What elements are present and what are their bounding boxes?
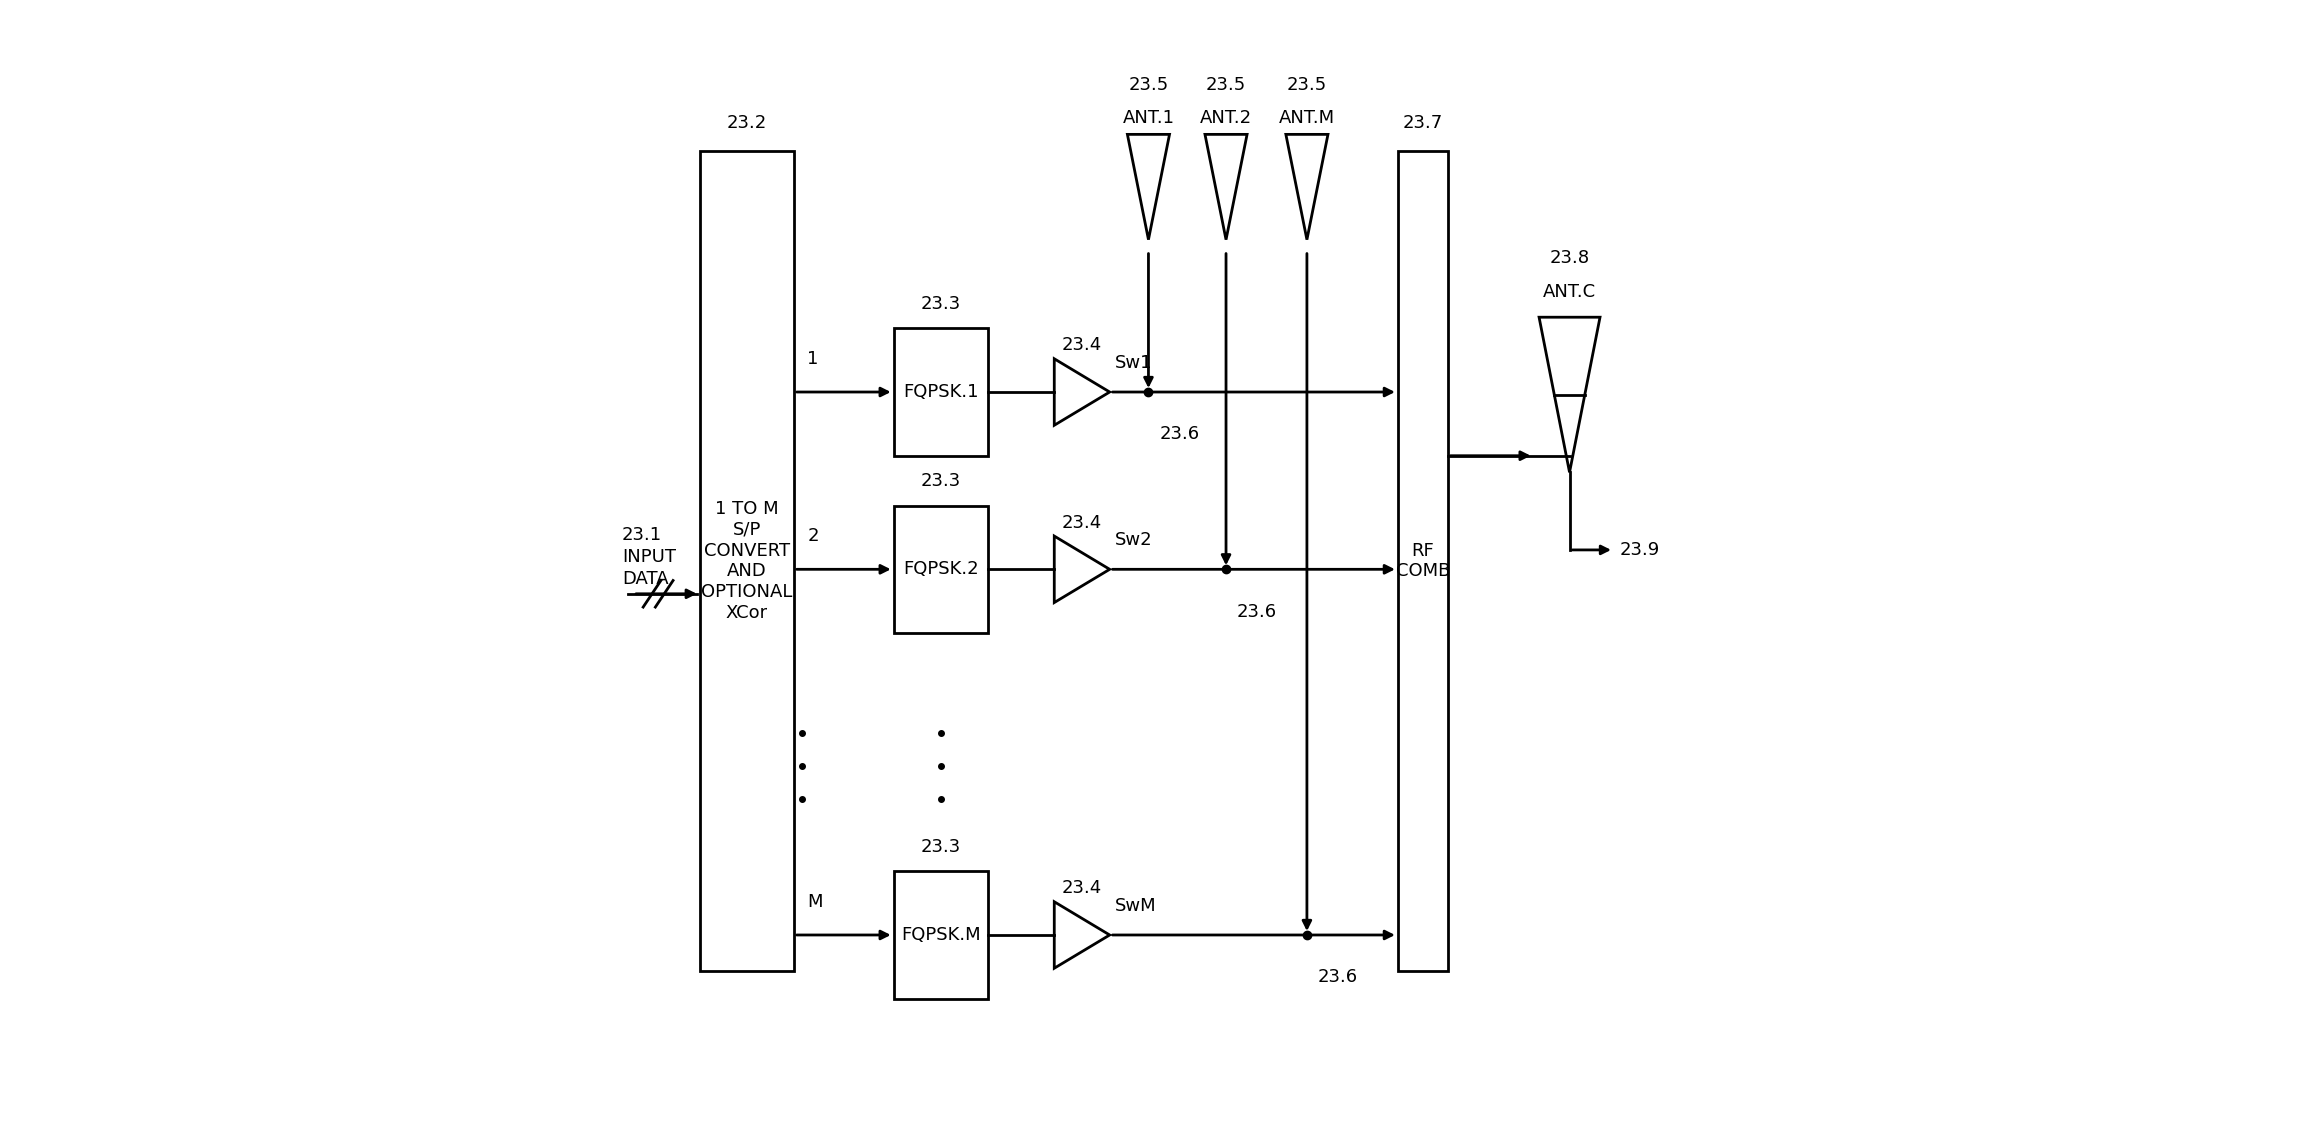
Text: RF
COMB: RF COMB [1396,542,1449,580]
Text: 23.7: 23.7 [1403,114,1442,132]
Text: 23.3: 23.3 [921,838,960,856]
Bar [699,151,794,971]
Text: M: M [808,893,822,911]
Text: 23.6: 23.6 [1237,603,1276,620]
Polygon shape [1205,135,1246,240]
Bar [1399,151,1447,971]
Text: FQPSK.M: FQPSK.M [900,926,981,944]
Text: ANT.M: ANT.M [1279,109,1334,127]
Text: 23.3: 23.3 [921,295,960,313]
Text: 23.4: 23.4 [1062,514,1103,532]
Text: 23.5: 23.5 [1205,75,1246,93]
Text: 23.2: 23.2 [727,114,766,132]
Text: ANT.C: ANT.C [1544,283,1597,301]
Text: 23.5: 23.5 [1129,75,1168,93]
Text: ANT.2: ANT.2 [1200,109,1251,127]
Text: ANT.1: ANT.1 [1122,109,1175,127]
Text: FQPSK.2: FQPSK.2 [902,560,979,578]
Text: 23.8: 23.8 [1549,249,1590,267]
Text: SwM: SwM [1115,898,1156,916]
Polygon shape [1539,318,1599,472]
Text: 23.4: 23.4 [1062,880,1103,898]
Text: 23.9: 23.9 [1620,541,1659,559]
Text: FQPSK.1: FQPSK.1 [902,383,979,401]
Text: 1 TO M
S/P
CONVERT
AND
OPTIONAL
XCor: 1 TO M S/P CONVERT AND OPTIONAL XCor [702,500,792,622]
Polygon shape [1055,902,1110,968]
Bar [893,872,988,999]
Text: 23.5: 23.5 [1288,75,1327,93]
Text: Sw1: Sw1 [1115,355,1152,373]
Polygon shape [1055,359,1110,425]
Text: Sw2: Sw2 [1115,532,1152,550]
Text: 1: 1 [808,350,819,368]
Bar [893,506,988,633]
Polygon shape [1126,135,1170,240]
Text: 23.1
INPUT
DATA: 23.1 INPUT DATA [623,526,676,588]
Text: 23.3: 23.3 [921,472,960,490]
Text: 23.6: 23.6 [1318,968,1357,986]
Text: 2: 2 [808,527,819,545]
Polygon shape [1286,135,1327,240]
Bar [893,329,988,456]
Polygon shape [1055,536,1110,603]
Text: 23.6: 23.6 [1159,425,1200,443]
Text: 23.4: 23.4 [1062,337,1103,355]
